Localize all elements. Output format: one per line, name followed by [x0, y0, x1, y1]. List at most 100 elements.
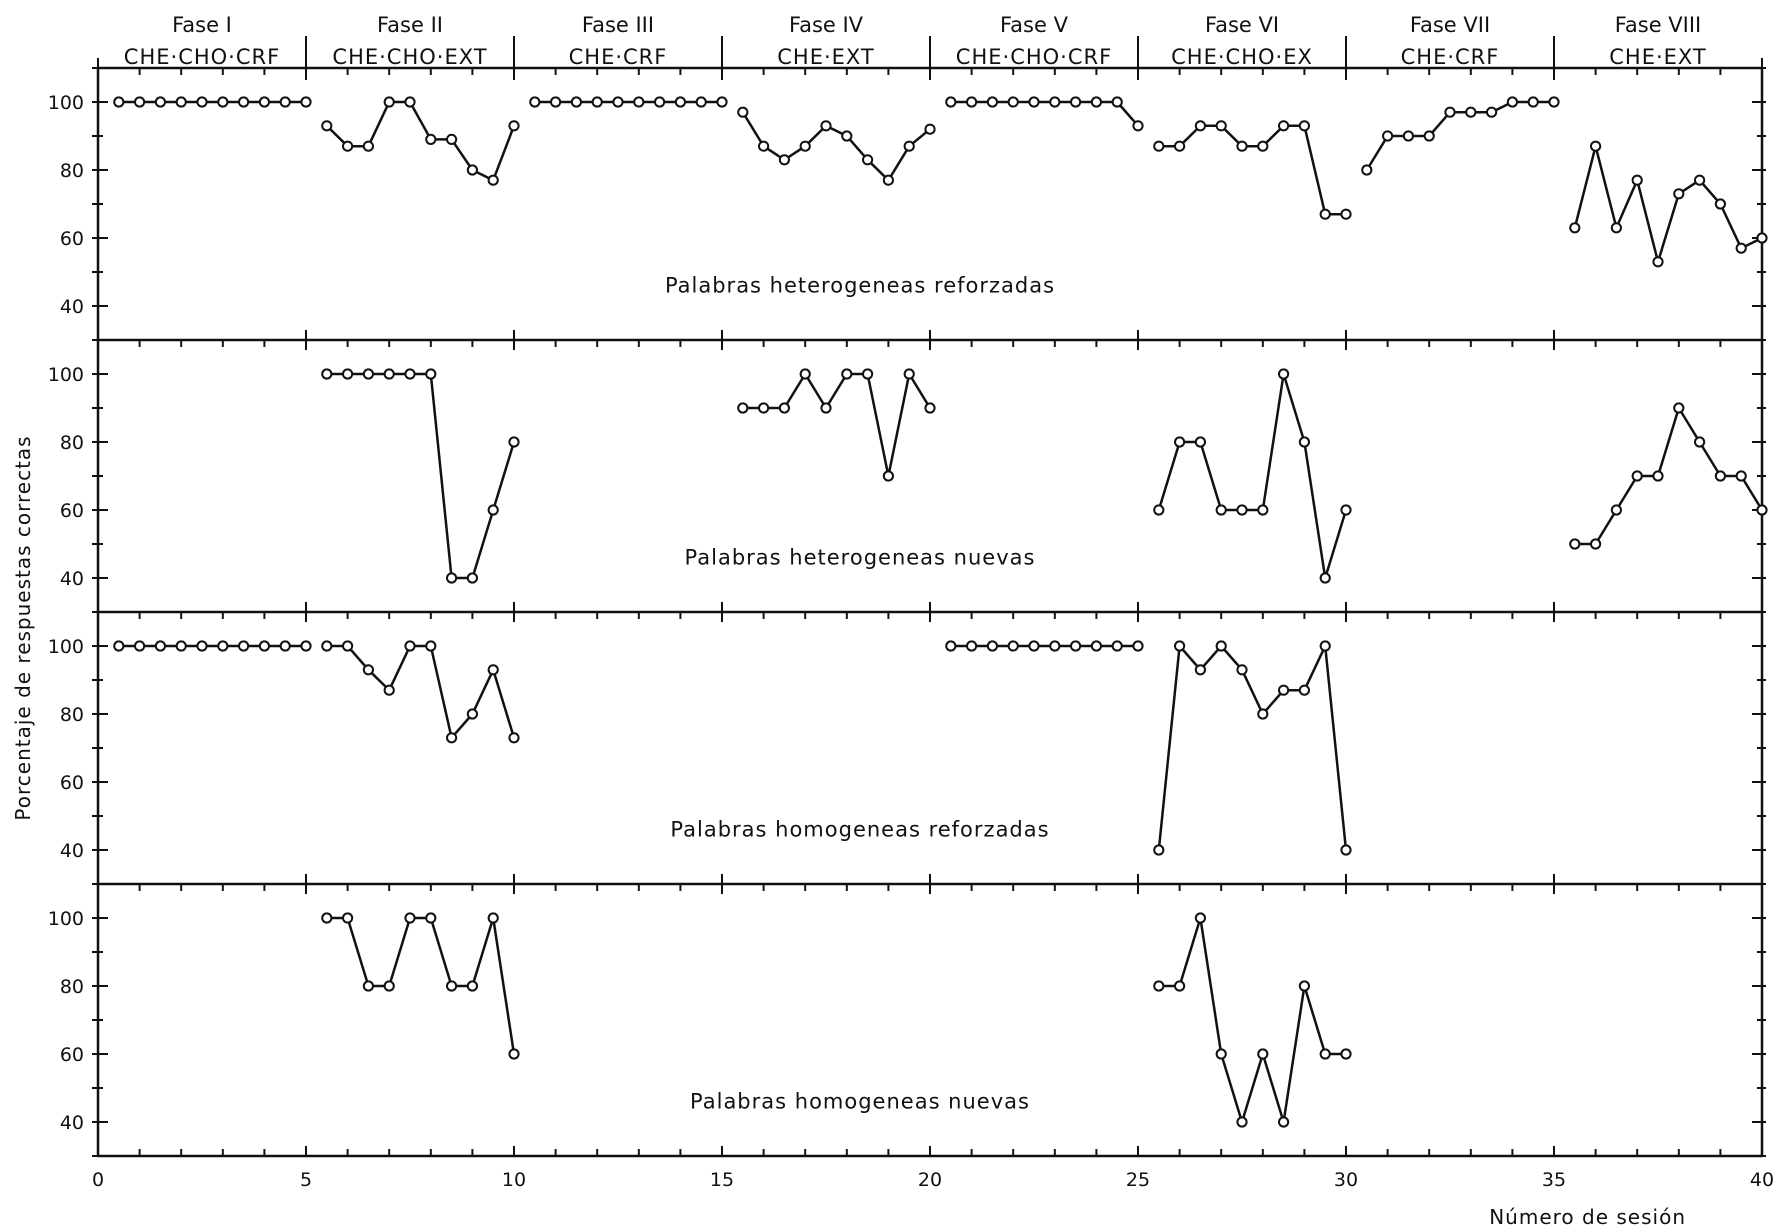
data-point [487, 174, 499, 186]
data-point [612, 96, 624, 108]
data-point [154, 640, 166, 652]
data-point [1714, 198, 1727, 210]
data-point [362, 368, 374, 380]
data-point [820, 402, 832, 414]
phase-condition: CHE·CHO·EXT [332, 45, 487, 69]
data-point [1215, 640, 1227, 652]
x-tick-label: 30 [1334, 1169, 1358, 1191]
data-point [799, 368, 811, 380]
data-point [1506, 96, 1519, 108]
series-line [325, 100, 516, 182]
data-point [342, 640, 354, 652]
data-point [1673, 188, 1685, 200]
data-point [1174, 140, 1186, 152]
data-point [362, 140, 374, 152]
data-point [1298, 980, 1311, 992]
data-point [1028, 640, 1040, 652]
data-point [1278, 368, 1290, 380]
data-point [758, 402, 770, 414]
data-point [1714, 470, 1727, 482]
x-tick-label: 10 [502, 1169, 526, 1191]
data-point [321, 368, 333, 380]
data-point [1153, 140, 1165, 152]
x-tick-label: 20 [918, 1169, 942, 1191]
data-point [175, 640, 187, 652]
data-point [758, 140, 770, 152]
data-point [1257, 708, 1269, 720]
data-point [570, 96, 583, 108]
data-point [1215, 504, 1227, 516]
data-point [404, 368, 416, 380]
data-point [1194, 436, 1207, 448]
data-point [1174, 640, 1186, 652]
y-tick-label: 100 [48, 92, 84, 114]
data-point [1007, 96, 1019, 108]
data-point [1111, 640, 1123, 652]
data-point [113, 640, 125, 652]
data-point [1049, 96, 1061, 108]
data-point [279, 640, 291, 652]
data-point [924, 123, 936, 135]
data-point [1194, 664, 1207, 676]
y-tick-label: 80 [60, 704, 84, 726]
phase-condition: CHE·CRF [569, 45, 668, 69]
data-point [487, 664, 499, 676]
data-point [1298, 684, 1311, 696]
data-point [404, 912, 416, 924]
data-point [1340, 844, 1352, 856]
series-line [1157, 372, 1348, 580]
data-point [508, 1048, 520, 1060]
data-point [321, 640, 333, 652]
data-point [134, 640, 146, 652]
phase-name: Fase V [1000, 13, 1069, 37]
data-point [1111, 96, 1123, 108]
data-point [1652, 470, 1664, 482]
data-point [258, 640, 270, 652]
data-point [1132, 120, 1144, 132]
data-point [1257, 1048, 1269, 1060]
data-point [1236, 504, 1248, 516]
data-point [1215, 1048, 1227, 1060]
data-point [342, 140, 354, 152]
data-point [1298, 120, 1311, 132]
series-line [1157, 644, 1348, 851]
data-point [362, 980, 374, 992]
data-point [903, 140, 915, 152]
data-point [446, 133, 458, 145]
data-point [799, 140, 811, 152]
y-tick-label: 100 [48, 636, 84, 658]
data-point [113, 96, 125, 108]
data-point [321, 120, 333, 132]
y-tick-label: 100 [48, 908, 84, 930]
data-point [300, 640, 312, 652]
data-point [1756, 504, 1768, 516]
panel-label: Palabras homogeneas reforzadas [670, 817, 1049, 841]
phase-condition: CHE·EXT [777, 45, 875, 69]
data-point [1735, 470, 1747, 482]
data-point [487, 912, 499, 924]
phase-condition: CHE·CHO·CRF [124, 45, 280, 69]
panel-3: 100 80 60 40 Palabras homogeneas reforzadas [48, 602, 1766, 885]
data-point [550, 96, 562, 108]
data-point [778, 402, 791, 414]
data-point [1132, 640, 1144, 652]
data-point [425, 368, 437, 380]
data-point [1382, 130, 1394, 142]
data-point [1049, 640, 1061, 652]
y-tick-label: 80 [60, 432, 84, 454]
data-point [737, 106, 749, 118]
data-point [279, 96, 291, 108]
data-point [1486, 106, 1498, 118]
data-point [383, 368, 395, 380]
data-point [986, 640, 999, 652]
x-tick-label: 0 [92, 1169, 104, 1191]
data-point [404, 96, 416, 108]
data-point [466, 708, 478, 720]
data-point [1194, 120, 1207, 132]
data-point [1631, 174, 1643, 186]
data-point [1236, 664, 1248, 676]
data-point [508, 120, 520, 132]
data-point [1007, 640, 1019, 652]
panel-1: 100 80 60 40 Palabras heterogeneas reforzada… [48, 58, 1768, 341]
series-line [326, 644, 516, 740]
